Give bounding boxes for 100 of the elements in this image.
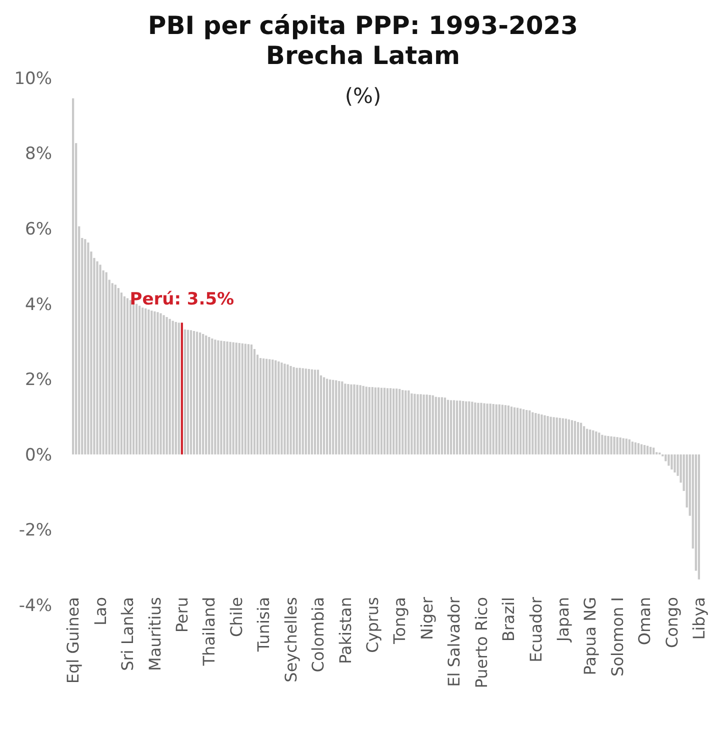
bar — [332, 380, 334, 454]
x-tick-label: Congo — [662, 597, 682, 648]
x-tick-label: Oman — [635, 597, 654, 646]
bar — [292, 367, 295, 454]
bar — [404, 390, 407, 454]
bar — [296, 368, 298, 454]
bar — [595, 431, 598, 454]
bar — [389, 388, 392, 454]
bar — [444, 398, 446, 454]
bar — [266, 358, 268, 454]
bar — [450, 400, 452, 454]
bar — [552, 417, 555, 454]
bar — [574, 420, 576, 454]
bar — [126, 298, 129, 454]
bar — [598, 432, 600, 454]
bar — [414, 394, 416, 454]
bar — [428, 394, 431, 454]
bar — [601, 434, 604, 454]
x-tick-label: Cyprus — [362, 597, 382, 653]
bar — [208, 336, 210, 454]
bar — [396, 388, 398, 454]
bar — [329, 380, 332, 454]
bar — [510, 406, 513, 454]
bar — [374, 387, 376, 454]
bar — [247, 344, 250, 454]
bar — [495, 404, 498, 454]
bar — [556, 418, 558, 454]
bar — [302, 368, 304, 454]
bar — [347, 384, 350, 454]
y-tick-label: 0% — [25, 445, 52, 466]
bar — [362, 386, 364, 454]
bar — [544, 415, 546, 454]
x-tick-label: Pakistan — [336, 597, 355, 664]
x-tick-label: Seychelles — [281, 597, 300, 682]
bar — [416, 394, 419, 454]
bar — [386, 388, 389, 454]
bar — [526, 410, 528, 454]
bar — [532, 412, 534, 454]
bar — [610, 436, 612, 454]
bar — [616, 437, 618, 454]
bar — [474, 402, 476, 454]
bar — [670, 454, 673, 470]
bar — [174, 322, 177, 454]
bar — [192, 330, 196, 454]
bar — [540, 414, 543, 454]
bar — [72, 98, 74, 454]
bar — [87, 242, 90, 454]
bar — [186, 330, 190, 454]
bar — [184, 329, 186, 454]
y-tick-label: 6% — [25, 220, 52, 240]
bar — [160, 313, 162, 454]
bar — [322, 377, 326, 454]
bar — [383, 388, 386, 454]
bar — [84, 239, 86, 454]
bar — [528, 410, 531, 454]
bar — [129, 300, 132, 454]
x-tick-label: Chile — [226, 597, 246, 638]
bar — [426, 394, 428, 454]
bar — [492, 404, 494, 454]
x-tick-label: El Salvador — [444, 596, 464, 687]
bar — [156, 312, 159, 454]
bar — [232, 342, 234, 454]
bar — [259, 358, 262, 454]
x-tick-label: Mauritius — [145, 597, 164, 671]
bar — [580, 422, 582, 454]
x-tick-label: Tunisia — [254, 597, 274, 653]
x-tick-label: Colombia — [308, 597, 328, 672]
bar — [410, 393, 413, 454]
bar — [168, 318, 171, 454]
bar — [150, 310, 153, 454]
bar — [135, 304, 138, 454]
bar — [359, 385, 362, 454]
bar — [625, 438, 628, 454]
bar — [582, 426, 586, 454]
bar — [507, 405, 510, 454]
y-tick-label: 2% — [25, 370, 52, 390]
bar — [432, 395, 434, 454]
bar — [440, 397, 443, 454]
bar — [607, 436, 610, 454]
bar — [205, 335, 208, 454]
bar — [178, 322, 180, 454]
bar — [640, 444, 643, 454]
bar — [214, 340, 216, 454]
bar — [550, 416, 552, 454]
bar — [438, 397, 440, 454]
bar — [162, 315, 165, 454]
bar — [522, 409, 525, 454]
bar — [576, 422, 580, 454]
bar — [564, 418, 567, 454]
bar — [646, 446, 649, 454]
bar — [268, 359, 271, 454]
bar — [278, 361, 280, 454]
x-tick-label: Papua NG — [580, 597, 600, 676]
bar — [634, 442, 637, 454]
bar — [229, 342, 232, 454]
bar — [365, 386, 368, 454]
x-tick-label: Lao — [90, 597, 110, 626]
bar — [674, 454, 676, 472]
bar — [631, 442, 634, 454]
bar — [568, 419, 570, 454]
